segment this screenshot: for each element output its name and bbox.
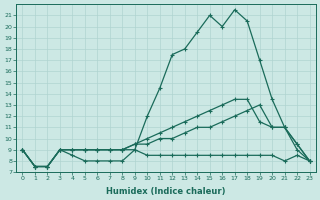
X-axis label: Humidex (Indice chaleur): Humidex (Indice chaleur) [106, 187, 226, 196]
